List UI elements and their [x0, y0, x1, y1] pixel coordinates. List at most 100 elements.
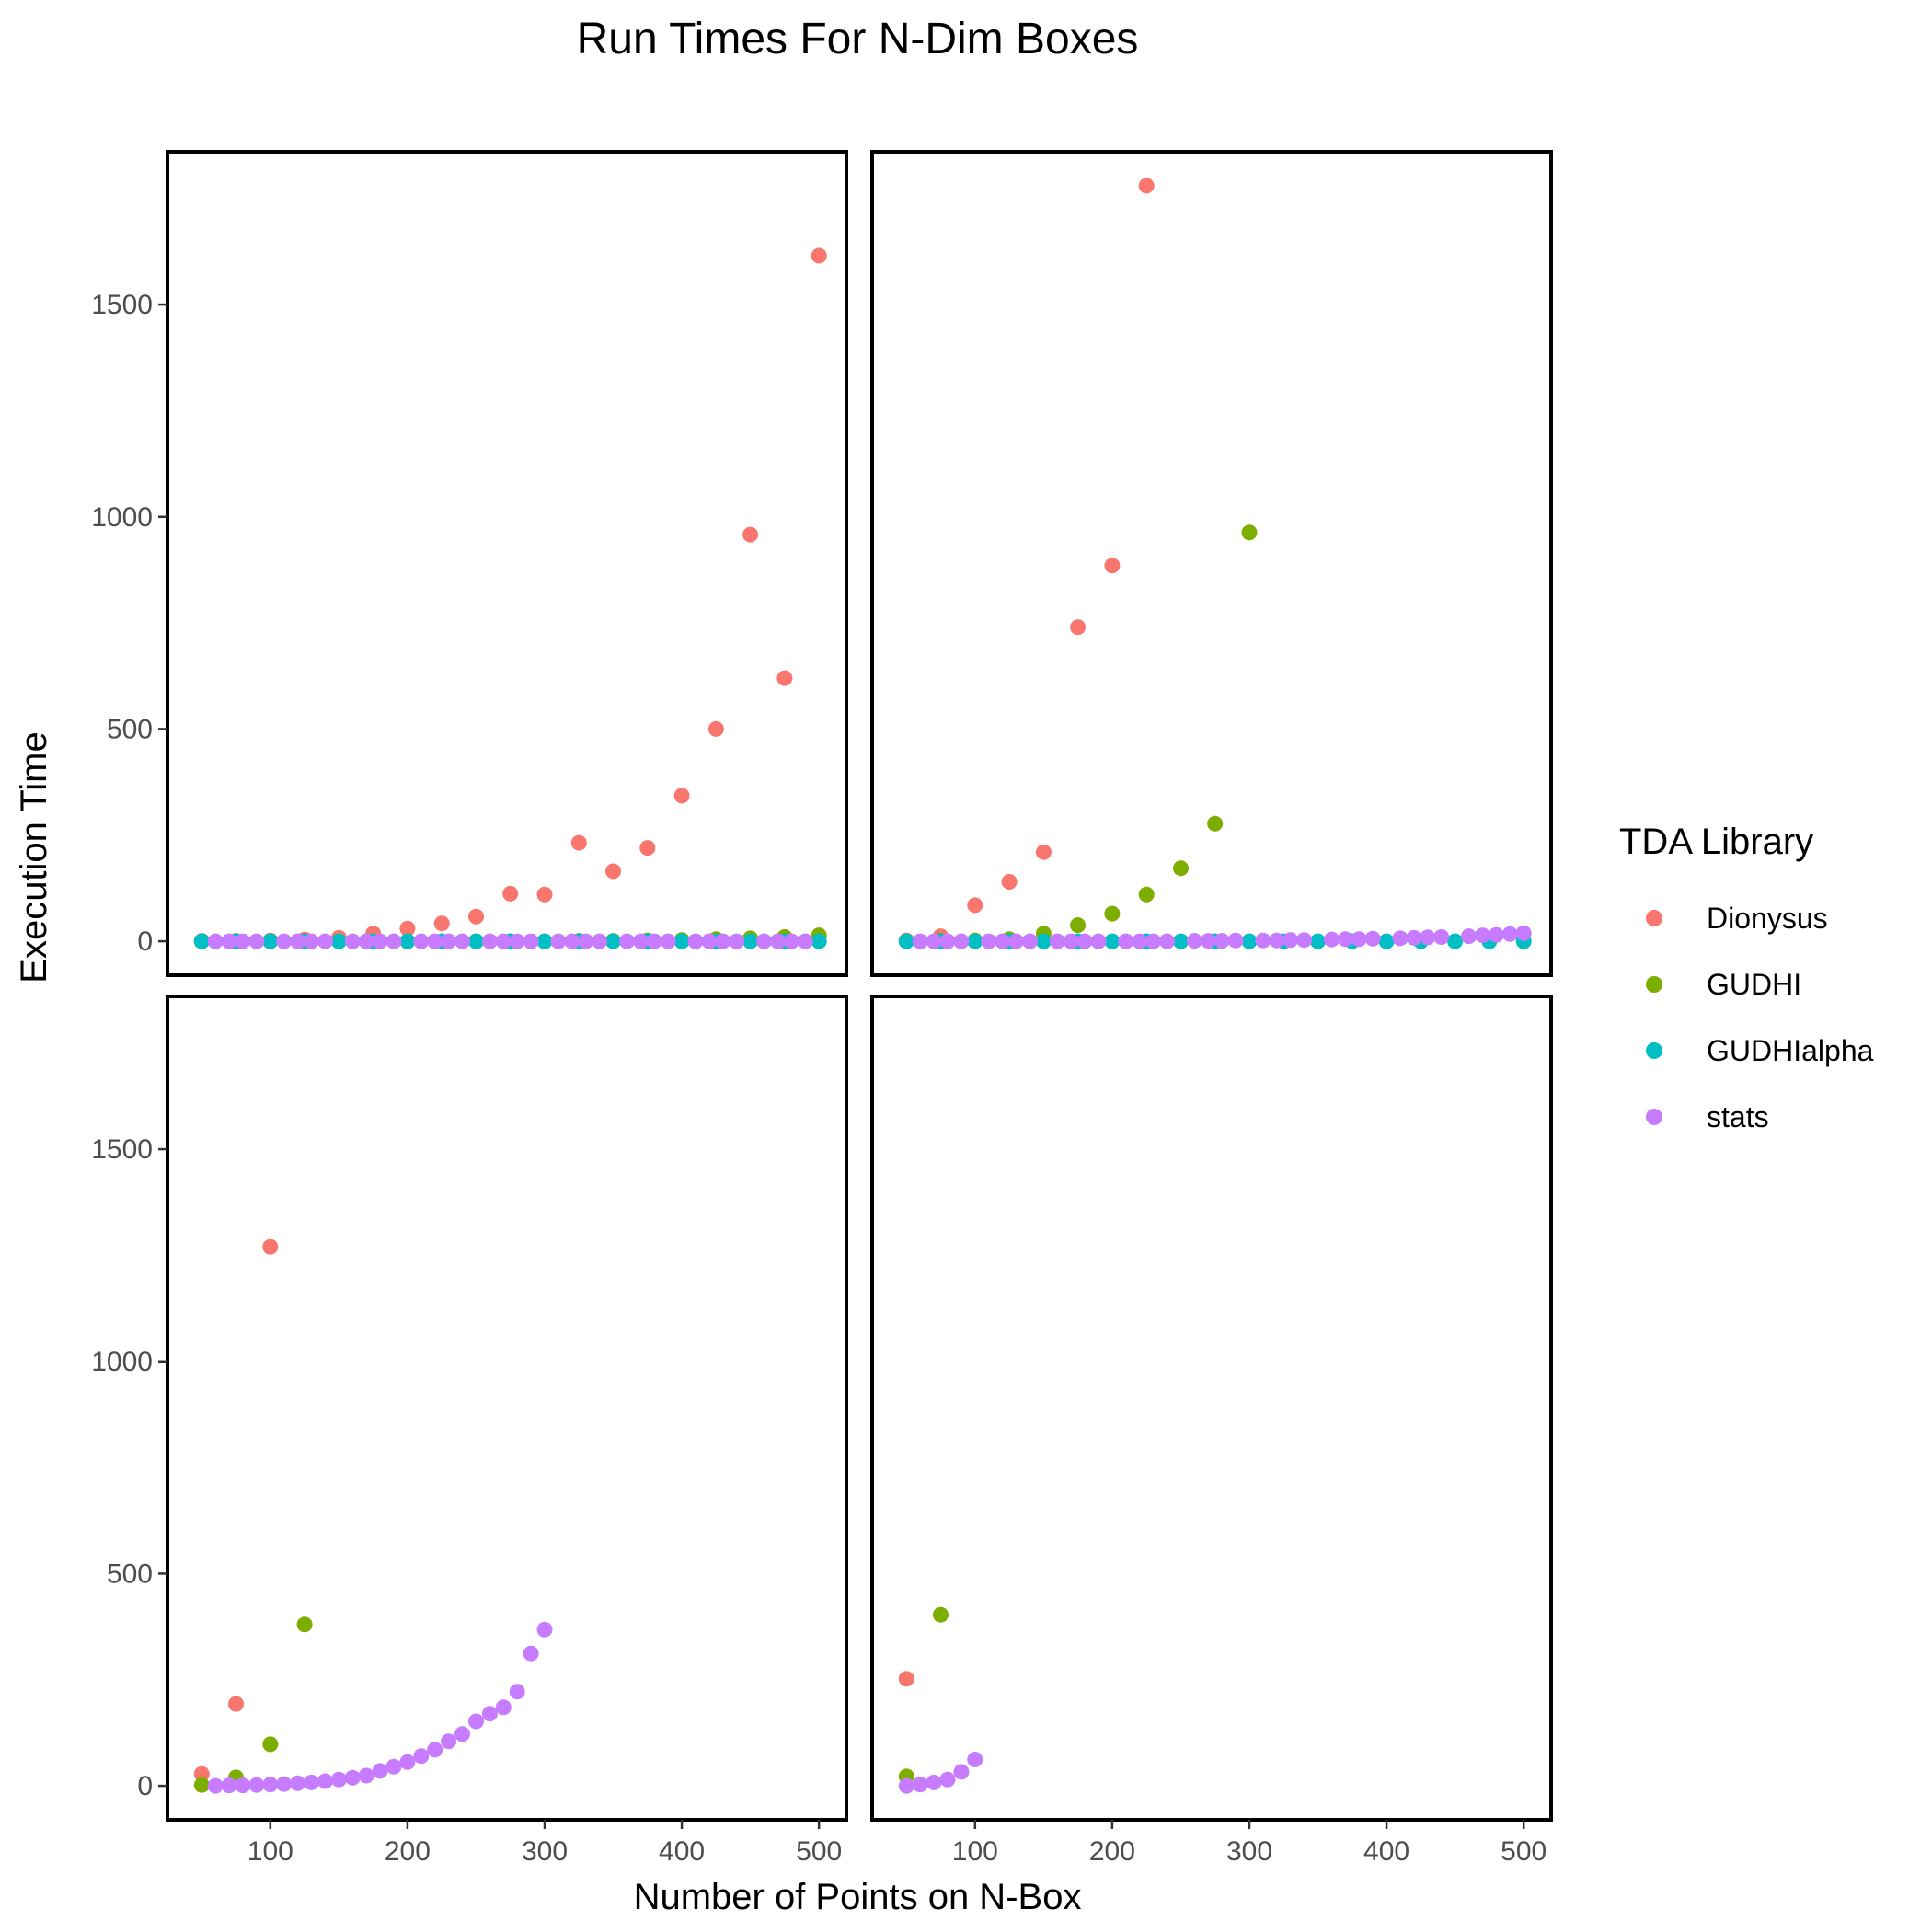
y-tick-label: 0 [137, 1771, 153, 1801]
x-tick-label: 400 [1363, 1836, 1409, 1867]
data-point [605, 933, 621, 949]
data-point [912, 933, 928, 949]
data-point [344, 1769, 361, 1786]
data-point [441, 933, 457, 949]
data-point [481, 1706, 498, 1722]
data-point [344, 933, 361, 949]
data-point [427, 1742, 443, 1758]
data-point [1063, 933, 1079, 949]
data-point [1104, 933, 1121, 949]
data-point [523, 933, 539, 949]
data-point [262, 933, 279, 949]
data-point [248, 1777, 265, 1793]
data-point [1035, 844, 1052, 860]
data-point [509, 933, 525, 949]
data-point [433, 915, 450, 932]
data-point [495, 1699, 512, 1716]
data-point [221, 933, 237, 949]
data-point [1213, 933, 1230, 949]
legend-item-gudhialpha: GUDHIalpha [1646, 1034, 1874, 1067]
data-point [687, 933, 704, 949]
series-stats [898, 1752, 983, 1794]
x-tick-label: 300 [1226, 1836, 1272, 1867]
data-point [770, 933, 786, 949]
data-point [441, 1733, 457, 1750]
data-point [660, 933, 676, 949]
data-point [1104, 905, 1121, 922]
data-point [639, 840, 656, 857]
data-point [536, 886, 553, 903]
data-point [262, 1238, 279, 1255]
legend-key [1646, 1042, 1662, 1059]
data-point [262, 1777, 279, 1793]
data-point [228, 1696, 244, 1712]
data-point [898, 933, 914, 949]
data-point [550, 933, 567, 949]
data-point [385, 1758, 402, 1775]
data-point [926, 1774, 942, 1790]
y-tick-label: 1000 [91, 1347, 153, 1377]
data-point [715, 933, 731, 949]
data-point [481, 933, 498, 949]
data-point [1070, 917, 1087, 934]
data-point [262, 1736, 279, 1753]
data-point [207, 933, 224, 949]
data-point [1049, 933, 1065, 949]
series-dionysus [193, 1238, 279, 1782]
data-point [509, 1684, 525, 1700]
data-point [1132, 933, 1148, 949]
panel-4: 100 200 300 400 500 [870, 995, 1553, 1867]
x-tick-label: 200 [385, 1836, 431, 1867]
data-point [1461, 928, 1477, 945]
data-point [1392, 930, 1409, 947]
x-tick-label: 500 [796, 1836, 842, 1867]
y-axis-title: Execution Time [14, 731, 54, 983]
data-point [1337, 931, 1353, 948]
panel-border [870, 150, 1553, 977]
data-point [967, 1752, 983, 1767]
data-point [592, 933, 608, 949]
x-tick-label: 200 [1089, 1836, 1135, 1867]
data-point [1296, 932, 1313, 949]
data-point [1227, 932, 1244, 949]
data-point [1173, 860, 1189, 877]
data-point [926, 933, 942, 949]
x-tick-label: 500 [1501, 1836, 1547, 1867]
legend-label: Dionysus [1707, 902, 1828, 935]
data-point [1241, 524, 1258, 541]
data-point [1406, 929, 1422, 946]
data-point [967, 933, 983, 949]
data-point [1255, 932, 1271, 949]
data-point [578, 933, 594, 949]
data-point [729, 933, 745, 949]
panel-background [872, 152, 1551, 975]
legend-key [1646, 1109, 1662, 1125]
data-point [193, 933, 210, 949]
panel-border [166, 150, 848, 977]
data-point [1070, 619, 1087, 636]
data-point [413, 933, 430, 949]
data-point [646, 933, 662, 949]
data-point [1475, 927, 1490, 944]
data-point [454, 1726, 470, 1742]
data-point [399, 920, 416, 937]
data-point [399, 1754, 416, 1770]
panel-background [167, 152, 846, 975]
data-point [1282, 932, 1299, 949]
data-point [330, 933, 347, 949]
data-point [1173, 933, 1189, 949]
data-point [1001, 874, 1018, 890]
data-point [372, 933, 388, 949]
data-point [898, 1777, 914, 1794]
panel-border [870, 995, 1553, 1822]
data-point [742, 526, 759, 543]
data-point [1118, 933, 1134, 949]
data-point [605, 863, 621, 880]
data-point [536, 1621, 553, 1638]
data-point [742, 933, 759, 949]
legend-title: TDA Library [1619, 822, 1813, 862]
data-point [953, 1764, 970, 1780]
y-tick-label: 1000 [91, 502, 153, 533]
